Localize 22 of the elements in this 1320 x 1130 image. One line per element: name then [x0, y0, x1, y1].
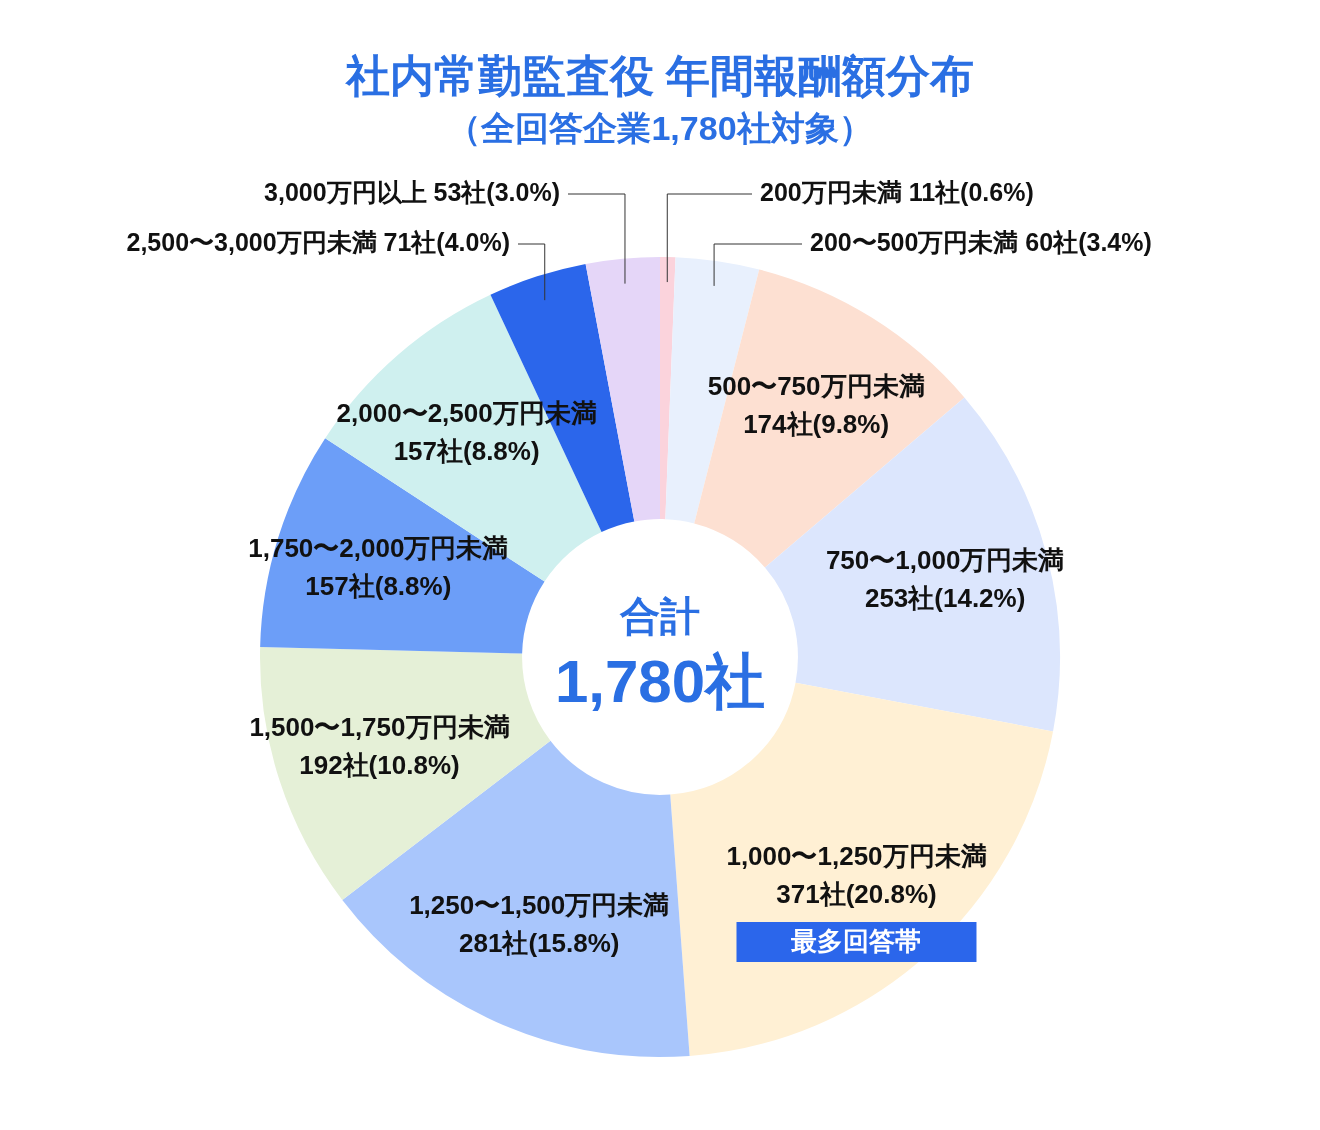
slice-label: 500〜750万円未満: [707, 370, 925, 401]
slice-label: 200〜500万円未満 60社(3.4%): [810, 227, 1152, 256]
data-label: 157社(8.8%): [305, 571, 452, 602]
text: 最多回答帯: [791, 926, 922, 957]
chart-title: 社内常勤監査役 年間報酬額分布: [344, 50, 976, 102]
slice-label: 2,500〜3,000万円未満 71社(4.0%): [126, 227, 510, 256]
data-label: 253社(14.2%): [864, 583, 1026, 614]
data-label: 281社(15.8%): [459, 928, 620, 959]
data-label: 157社(8.8%): [393, 436, 540, 467]
data-label: 174社(9.8%): [743, 408, 890, 439]
slice-label: 200万円未満 11社(0.6%): [760, 177, 1034, 206]
text: 合計: [619, 594, 700, 639]
slice-label: 750〜1,000万円未満: [825, 545, 1065, 576]
slice-label: 1,250〜1,500万円未満: [409, 890, 670, 921]
text: 1,780社: [554, 647, 766, 715]
chart-subtitle: （全回答企業1,780社対象）: [446, 108, 874, 149]
data-label: 371社(20.8%): [776, 879, 937, 910]
data-label: 192社(10.8%): [299, 750, 460, 781]
slice-label: 1,500〜1,750万円未満: [249, 712, 510, 743]
slice-label: 2,000〜2,500万円未満: [336, 398, 597, 429]
slice-label: 3,000万円以上 53社(3.0%): [264, 177, 560, 206]
slice-label: 1,000〜1,250万円未満: [726, 841, 987, 872]
